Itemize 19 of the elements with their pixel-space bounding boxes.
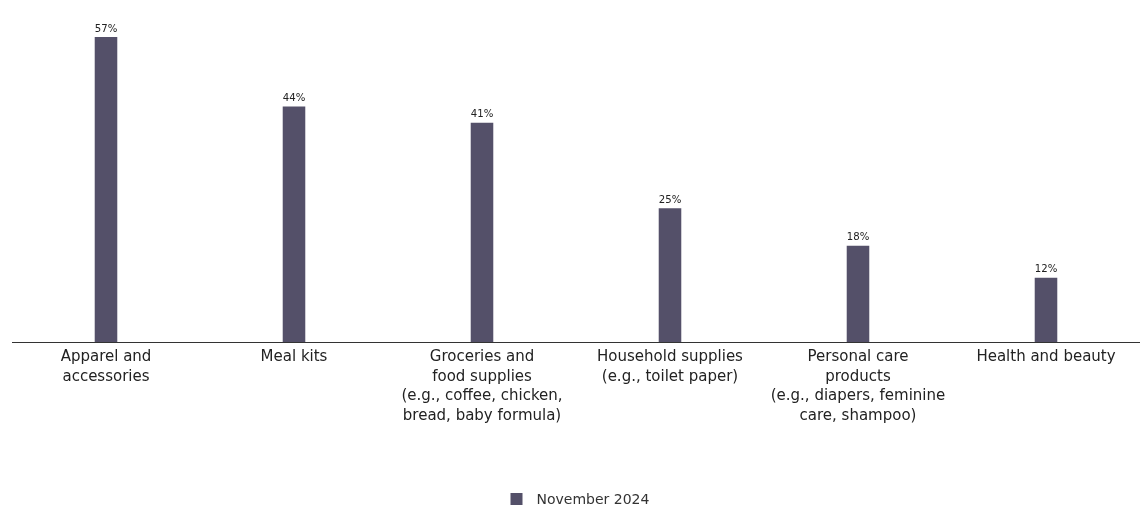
x-tick-label: Personal care products (e.g., diapers, feminine care, shampoo) <box>770 347 946 424</box>
x-tick-label: Meal kits <box>260 347 328 365</box>
bar <box>658 208 682 342</box>
legend-label: November 2024 <box>536 491 650 508</box>
bar <box>846 245 870 342</box>
bar <box>282 106 306 342</box>
x-tick-label: Household supplies (e.g., toilet paper) <box>597 347 744 385</box>
data-label: 25% <box>658 193 682 205</box>
x-tick-label: Groceries and food supplies (e.g., coffee, chicken, bread, baby formula) <box>401 347 563 424</box>
x-tick-label: Health and beauty <box>976 347 1116 365</box>
data-label: 44% <box>282 92 306 104</box>
bar <box>94 37 118 342</box>
data-label: 12% <box>1034 263 1058 275</box>
bar <box>470 122 494 342</box>
data-label: 57% <box>94 22 118 34</box>
bar <box>1034 277 1058 342</box>
data-label: 41% <box>470 108 494 120</box>
data-label: 18% <box>846 231 870 243</box>
x-tick-label: Apparel and accessories <box>60 347 152 385</box>
